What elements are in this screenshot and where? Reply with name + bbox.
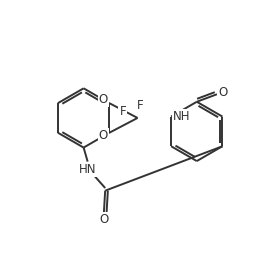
Text: F: F [137, 99, 144, 112]
Text: F: F [119, 105, 126, 118]
Text: NH: NH [173, 110, 190, 123]
Text: O: O [99, 129, 108, 142]
Text: O: O [99, 93, 108, 106]
Text: O: O [218, 86, 227, 99]
Text: O: O [99, 213, 108, 226]
Text: HN: HN [79, 163, 97, 176]
